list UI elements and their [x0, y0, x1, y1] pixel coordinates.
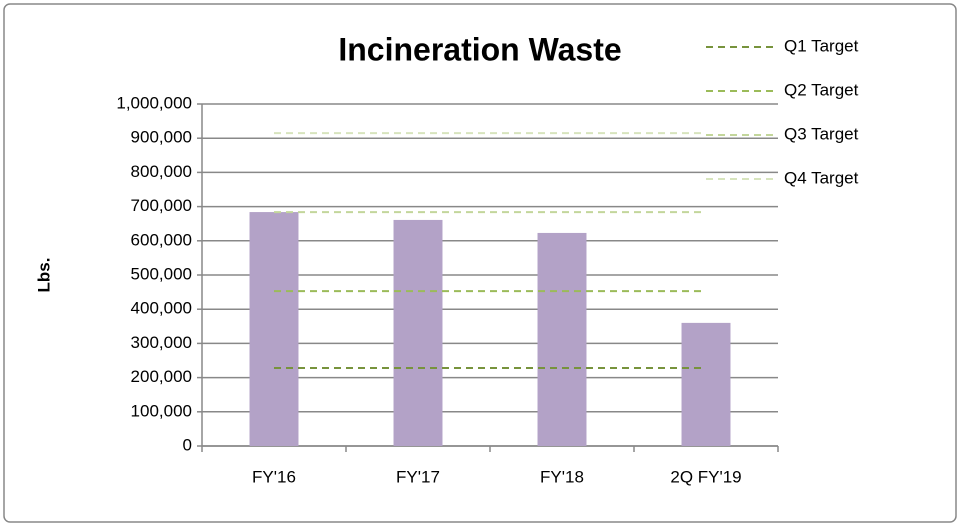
y-tick-label: 100,000: [131, 401, 192, 420]
x-tick-label: FY'18: [540, 467, 584, 486]
y-axis-label: Lbs.: [34, 258, 53, 293]
y-tick-label: 400,000: [131, 299, 192, 318]
x-tick-label: FY'17: [396, 467, 440, 486]
legend-label: Q3 Target: [784, 124, 859, 143]
y-tick-label: 900,000: [131, 128, 192, 147]
y-tick-label: 500,000: [131, 264, 192, 283]
y-tick-label: 300,000: [131, 333, 192, 352]
bar: [393, 219, 443, 446]
bar: [681, 322, 731, 446]
x-tick-label: FY'16: [252, 467, 296, 486]
legend-label: Q2 Target: [784, 80, 859, 99]
x-tick-label: 2Q FY'19: [670, 467, 741, 486]
y-tick-label: 1,000,000: [116, 93, 192, 112]
y-tick-label: 800,000: [131, 162, 192, 181]
y-tick-label: 700,000: [131, 196, 192, 215]
bar: [249, 212, 299, 446]
bar: [537, 232, 587, 446]
y-tick-label: 200,000: [131, 367, 192, 386]
legend-label: Q4 Target: [784, 168, 859, 187]
y-tick-label: 0: [183, 435, 192, 454]
legend-label: Q1 Target: [784, 36, 859, 55]
y-tick-label: 600,000: [131, 230, 192, 249]
chart-title: Incineration Waste: [338, 31, 621, 67]
